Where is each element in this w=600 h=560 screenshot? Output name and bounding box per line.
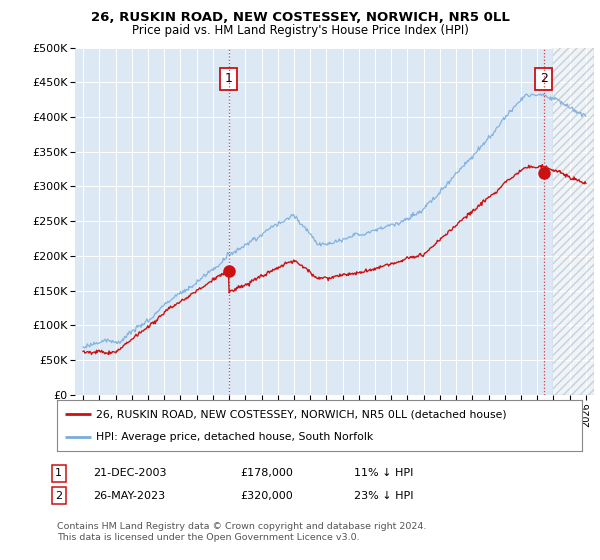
Text: 1: 1 — [224, 72, 233, 85]
Text: 21-DEC-2003: 21-DEC-2003 — [93, 468, 167, 478]
Text: 23% ↓ HPI: 23% ↓ HPI — [354, 491, 413, 501]
Text: £178,000: £178,000 — [240, 468, 293, 478]
Bar — [553, 48, 594, 395]
Text: Price paid vs. HM Land Registry's House Price Index (HPI): Price paid vs. HM Land Registry's House … — [131, 24, 469, 36]
Text: HPI: Average price, detached house, South Norfolk: HPI: Average price, detached house, Sout… — [97, 432, 374, 442]
Text: This data is licensed under the Open Government Licence v3.0.: This data is licensed under the Open Gov… — [57, 533, 359, 542]
Text: £320,000: £320,000 — [240, 491, 293, 501]
Text: 2: 2 — [55, 491, 62, 501]
Text: 26, RUSKIN ROAD, NEW COSTESSEY, NORWICH, NR5 0LL (detached house): 26, RUSKIN ROAD, NEW COSTESSEY, NORWICH,… — [97, 409, 507, 419]
Text: Contains HM Land Registry data © Crown copyright and database right 2024.: Contains HM Land Registry data © Crown c… — [57, 522, 427, 531]
Bar — [553, 48, 594, 395]
Text: 26, RUSKIN ROAD, NEW COSTESSEY, NORWICH, NR5 0LL: 26, RUSKIN ROAD, NEW COSTESSEY, NORWICH,… — [91, 11, 509, 24]
Text: 11% ↓ HPI: 11% ↓ HPI — [354, 468, 413, 478]
Text: 2: 2 — [540, 72, 548, 85]
Text: 1: 1 — [55, 468, 62, 478]
Text: 26-MAY-2023: 26-MAY-2023 — [93, 491, 165, 501]
